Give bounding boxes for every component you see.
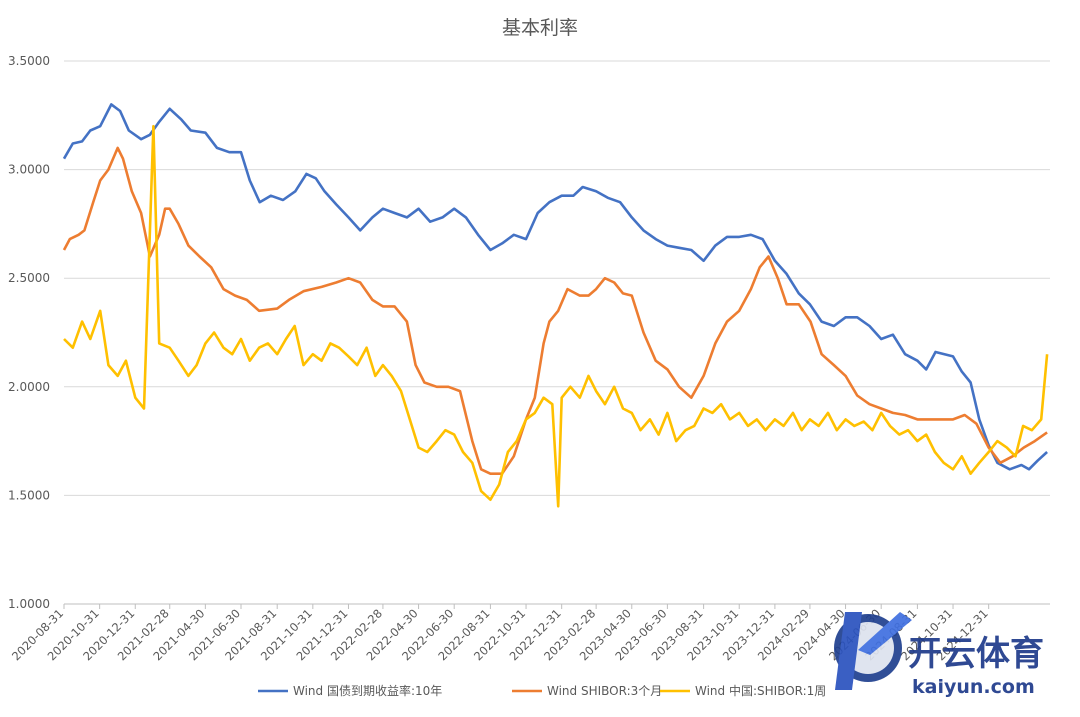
legend-label: Wind SHIBOR:3个月 [547,684,662,698]
y-tick-label: 3.5000 [8,54,50,68]
y-tick-label: 2.0000 [8,380,50,394]
y-tick-label: 2.5000 [8,271,50,285]
watermark-logo: 开云体育 kaiyun.com [834,612,1044,698]
series-line-1 [62,103,1048,471]
y-tick-label: 1.0000 [8,597,50,611]
legend-label: Wind 中国:SHIBOR:1周 [695,683,826,698]
y-tick-label: 1.5000 [8,488,50,502]
legend: Wind 国债到期收益率:10年 Wind SHIBOR:3个月 Wind 中国:S… [258,683,826,698]
chart-title: 基本利率 [502,17,578,39]
y-tick-label: 3.0000 [8,163,50,177]
series-line-2 [62,146,1048,475]
watermark-brand: 开云体育 [908,634,1044,674]
watermark-url: kaiyun.com [912,676,1035,698]
logo-k-arm-icon [858,612,912,655]
logo-k-stroke-icon [835,612,862,690]
series-lines [62,103,1049,508]
legend-label: Wind 国债到期收益率:10年 [293,683,442,698]
y-axis: 3.5000 3.0000 2.5000 2.0000 1.5000 1.0000 [8,54,50,611]
series-line-3 [63,124,1049,508]
